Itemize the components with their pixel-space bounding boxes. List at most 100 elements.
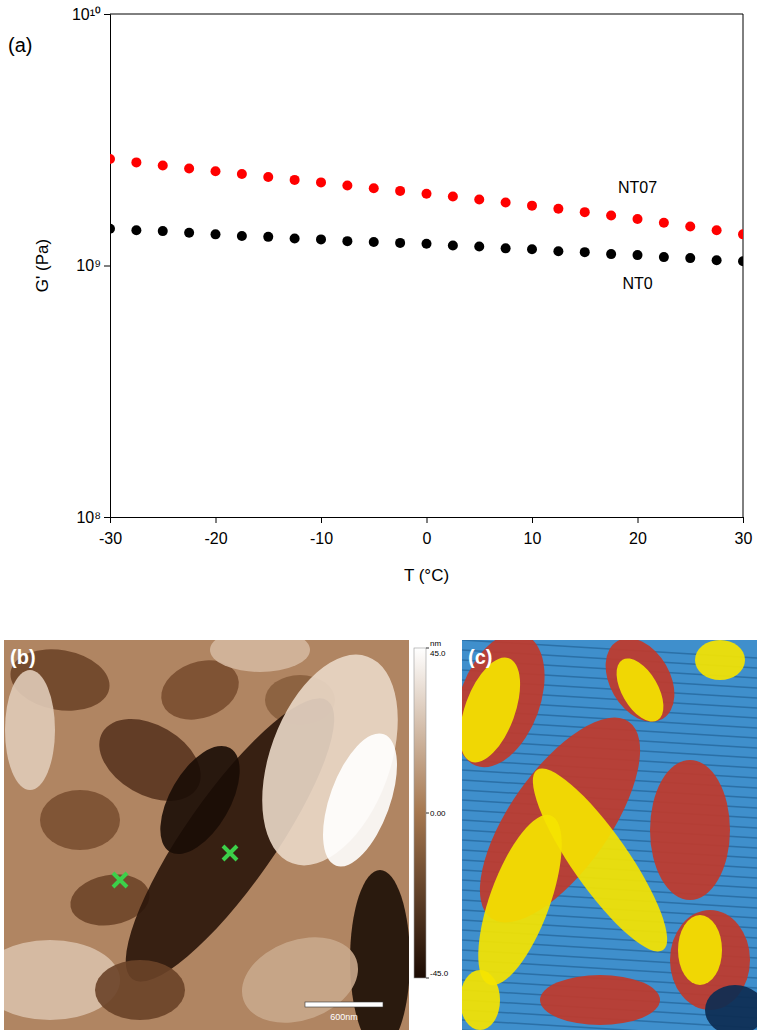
data-point bbox=[606, 249, 616, 259]
colorbar-unit: nm bbox=[430, 639, 441, 648]
panel-label: (a) bbox=[8, 34, 32, 56]
data-point bbox=[369, 183, 379, 193]
x-tick-mark bbox=[743, 517, 744, 523]
data-point bbox=[527, 244, 537, 254]
data-point bbox=[474, 194, 484, 204]
data-point bbox=[211, 166, 221, 176]
data-point bbox=[527, 201, 537, 211]
image-texture bbox=[695, 640, 745, 680]
x-tick-mark bbox=[216, 517, 217, 523]
image-texture bbox=[144, 733, 256, 867]
data-point bbox=[158, 160, 168, 170]
data-point bbox=[184, 164, 194, 174]
image-texture bbox=[678, 915, 722, 985]
data-point bbox=[316, 177, 326, 187]
x-axis: -30 -20 -10 0 10 20 30 bbox=[99, 517, 753, 547]
data-point bbox=[685, 221, 695, 231]
image-texture bbox=[462, 805, 579, 995]
colorbar-tick bbox=[426, 813, 429, 814]
height-image bbox=[4, 640, 409, 1030]
data-point bbox=[448, 241, 458, 251]
y-tick: 10⁹ bbox=[76, 257, 110, 274]
image-texture bbox=[230, 922, 370, 1030]
figure: -30 -20 -10 0 10 20 30 10⁸ 10⁹ 10¹⁰ T (°C) G' (Pa) (… bbox=[0, 0, 761, 1034]
data-point bbox=[290, 234, 300, 244]
image-texture bbox=[95, 960, 185, 1020]
data-point bbox=[606, 211, 616, 221]
image-texture bbox=[462, 970, 500, 1030]
phase-image bbox=[462, 640, 757, 1030]
x-tick-label: -10 bbox=[310, 530, 333, 547]
panel-label: (c) bbox=[468, 646, 492, 668]
data-point bbox=[131, 157, 141, 167]
x-tick-mark bbox=[532, 517, 533, 523]
colorbar-tick-label: -45.0 bbox=[430, 969, 449, 978]
data-point bbox=[237, 169, 247, 179]
image-texture bbox=[5, 670, 55, 790]
data-point bbox=[422, 239, 432, 249]
x-tick-mark bbox=[321, 517, 322, 523]
data-point bbox=[395, 238, 405, 248]
data-point bbox=[263, 172, 273, 182]
data-point bbox=[712, 225, 722, 235]
y-axis-line bbox=[104, 15, 111, 518]
y-tick-label: 10¹⁰ bbox=[72, 6, 101, 23]
data-point bbox=[110, 224, 115, 234]
data-point bbox=[633, 214, 643, 224]
data-point bbox=[211, 229, 221, 239]
y-tick-mark bbox=[104, 14, 110, 15]
data-point bbox=[395, 186, 405, 196]
y-axis-title: G' (Pa) bbox=[33, 239, 52, 292]
x-tick-label: -20 bbox=[204, 530, 227, 547]
data-point bbox=[633, 250, 643, 260]
x-tick: -10 bbox=[310, 517, 333, 547]
x-tick-label: 0 bbox=[423, 530, 432, 547]
image-texture bbox=[607, 651, 673, 730]
scale-bar-label: 600nm bbox=[330, 1012, 358, 1022]
data-point bbox=[553, 246, 563, 256]
colorbar-tick bbox=[426, 648, 429, 649]
x-axis-title: T (°C) bbox=[404, 566, 449, 585]
x-tick: 10 bbox=[524, 517, 542, 547]
data-point bbox=[501, 198, 511, 208]
colorbar-tick bbox=[426, 978, 429, 979]
x-tick: -30 bbox=[99, 517, 122, 547]
scale-bar bbox=[305, 1002, 383, 1007]
image-texture bbox=[236, 640, 409, 884]
data-point bbox=[580, 207, 590, 217]
data-point bbox=[131, 225, 141, 235]
data-point bbox=[738, 229, 743, 239]
y-axis: 10⁸ 10⁹ 10¹⁰ bbox=[72, 6, 111, 526]
image-texture bbox=[210, 640, 310, 672]
x-tick-label: 10 bbox=[524, 530, 542, 547]
x-tick: 0 bbox=[423, 517, 432, 547]
series-label: NT07 bbox=[618, 179, 657, 196]
data-point bbox=[712, 255, 722, 265]
x-tick-label: 30 bbox=[735, 530, 753, 547]
x-tick-mark bbox=[427, 517, 428, 523]
data-point bbox=[184, 228, 194, 238]
data-point bbox=[263, 232, 273, 242]
panel-label: (b) bbox=[10, 646, 36, 668]
colorbar-tick-label: 45.0 bbox=[430, 649, 446, 658]
y-tick-mark bbox=[104, 266, 110, 267]
data-point bbox=[422, 189, 432, 199]
plot-marks bbox=[110, 154, 743, 266]
data-point bbox=[369, 237, 379, 247]
series bbox=[110, 154, 743, 239]
image-texture bbox=[705, 985, 757, 1030]
x-tick: -20 bbox=[204, 517, 227, 547]
data-point bbox=[553, 204, 563, 214]
x-tick-label: 20 bbox=[629, 530, 647, 547]
marker-cross bbox=[223, 846, 237, 860]
data-point bbox=[685, 253, 695, 263]
marker-cross bbox=[113, 873, 127, 887]
x-axis-line bbox=[111, 518, 744, 524]
series bbox=[110, 224, 743, 266]
plot-frame bbox=[110, 14, 743, 517]
data-point bbox=[738, 256, 743, 266]
y-tick: 10¹⁰ bbox=[72, 6, 110, 23]
y-tick-label: 10⁸ bbox=[76, 509, 101, 526]
x-tick: 30 bbox=[735, 517, 753, 547]
data-point bbox=[316, 234, 326, 244]
